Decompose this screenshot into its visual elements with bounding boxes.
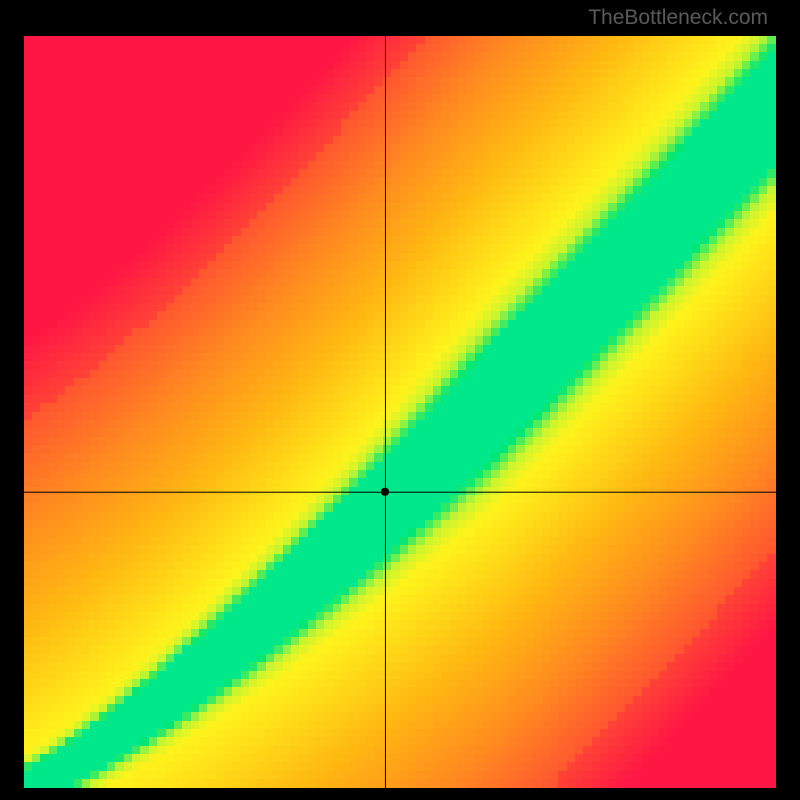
watermark-text: TheBottleneck.com [588, 6, 768, 30]
chart-container: TheBottleneck.com [0, 0, 800, 800]
bottleneck-heatmap [24, 36, 776, 788]
plot-area [24, 36, 776, 788]
